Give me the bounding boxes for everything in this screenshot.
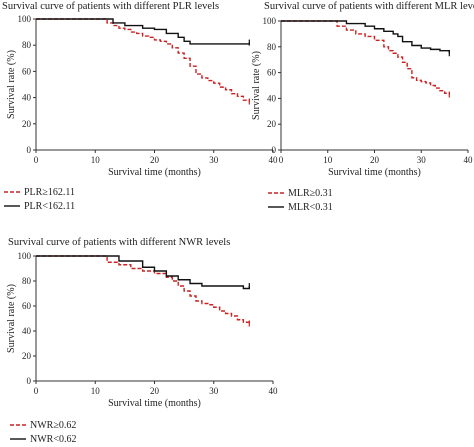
x-tick-label: 20: [370, 155, 380, 165]
legend-label: PLR≥162.11: [24, 187, 75, 198]
y-tick-label: 80: [22, 276, 32, 286]
series-line-high: [281, 20, 450, 95]
series-line-low: [36, 255, 251, 290]
y-tick-label: 0: [27, 376, 32, 386]
y-axis-label: Survival rate (%): [6, 50, 17, 119]
x-axis-label: Survival time (months): [328, 167, 421, 178]
y-tick-label: 0: [27, 145, 32, 155]
y-tick-label: 40: [22, 93, 32, 103]
series-line-high: [36, 18, 251, 102]
legend-label: MLR≥0.31: [288, 188, 333, 199]
x-tick-label: 40: [269, 155, 279, 165]
x-tick-label: 10: [323, 155, 333, 165]
x-tick-label: 0: [279, 155, 284, 165]
y-tick-label: 20: [22, 351, 32, 361]
x-tick-label: 0: [34, 155, 39, 165]
chart-panel-1: Survival curve of patients with differen…: [2, 1, 278, 212]
series-line-low: [36, 18, 251, 45]
series-line-high: [36, 255, 251, 324]
legend-label: PLR<162.11: [24, 201, 75, 212]
legend-label: NWR<0.62: [30, 434, 76, 445]
series-line-low: [281, 20, 450, 54]
y-tick-label: 60: [22, 66, 32, 76]
x-tick-label: 20: [150, 386, 160, 396]
y-tick-label: 40: [267, 93, 277, 103]
chart-panel-2: Survival curve of patients with differen…: [251, 1, 474, 213]
y-tick-label: 100: [263, 16, 277, 26]
chart-title: Survival curve of patients with differen…: [2, 1, 219, 12]
x-tick-label: 30: [417, 155, 427, 165]
x-tick-label: 10: [91, 155, 101, 165]
y-tick-label: 80: [267, 42, 277, 52]
legend-label: MLR<0.31: [288, 202, 333, 213]
y-tick-label: 100: [18, 251, 32, 261]
y-tick-label: 80: [22, 40, 32, 50]
chart-panel-3: Survival curve of patients with differen…: [6, 237, 278, 445]
y-axis-label: Survival rate (%): [6, 284, 17, 353]
y-tick-label: 60: [267, 68, 277, 78]
y-tick-label: 100: [18, 14, 32, 24]
y-axis-label: Survival rate (%): [251, 51, 262, 120]
x-tick-label: 40: [464, 155, 474, 165]
y-tick-label: 40: [22, 326, 32, 336]
x-tick-label: 0: [34, 386, 39, 396]
x-tick-label: 30: [209, 386, 219, 396]
x-axis-label: Survival time (months): [108, 398, 201, 409]
x-tick-label: 10: [91, 386, 101, 396]
legend-label: NWR≥0.62: [30, 420, 76, 431]
x-tick-label: 20: [150, 155, 160, 165]
y-tick-label: 60: [22, 301, 32, 311]
y-tick-label: 0: [272, 145, 277, 155]
x-tick-label: 30: [209, 155, 219, 165]
x-tick-label: 40: [269, 386, 279, 396]
y-tick-label: 20: [22, 119, 32, 129]
chart-title: Survival curve of patients with differen…: [8, 237, 230, 248]
y-tick-label: 20: [267, 119, 277, 129]
x-axis-label: Survival time (months): [108, 167, 201, 178]
chart-title: Survival curve of patients with differen…: [264, 1, 474, 12]
